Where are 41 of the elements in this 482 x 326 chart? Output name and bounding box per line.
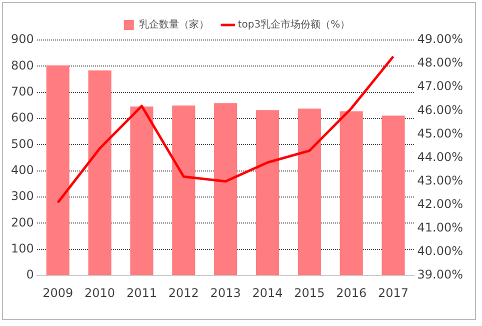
x-tick-label: 2013 <box>210 286 241 300</box>
y2-tick-label: 42.00% <box>417 197 464 212</box>
y-tick-label: 900 <box>11 32 34 46</box>
y-tick-label: 200 <box>11 215 34 230</box>
bar <box>88 70 112 276</box>
y2-tick-label: 45.00% <box>417 126 464 140</box>
bar <box>256 110 280 276</box>
y-tick-label: 700 <box>11 84 34 98</box>
bar <box>172 105 196 276</box>
x-tick-label: 2012 <box>168 286 199 300</box>
y-tick-label: 100 <box>11 242 34 256</box>
x-tick-label: 2010 <box>84 286 116 300</box>
y2-tick-label: 46.00% <box>417 102 464 117</box>
y2-tick-label: 44.00% <box>417 150 464 164</box>
legend-label: 乳企数量（家） <box>138 18 209 31</box>
bar <box>214 103 238 276</box>
y2-tick-label: 40.00% <box>417 244 464 258</box>
y-tick-label: 600 <box>11 110 34 125</box>
x-tick-label: 2016 <box>336 286 367 300</box>
y-tick-label: 800 <box>11 58 34 72</box>
x-tick-label: 2011 <box>126 286 157 300</box>
x-tick-label: 2014 <box>252 286 283 300</box>
legend-label: top3乳企市场份额（%） <box>238 18 350 31</box>
y-tick-label: 400 <box>11 163 34 178</box>
x-tick-label: 2009 <box>42 286 74 300</box>
bar <box>340 111 363 276</box>
y-tick-label: 0 <box>26 268 34 282</box>
y2-tick-label: 47.00% <box>417 79 464 94</box>
bar <box>130 106 154 276</box>
y-tick-label: 500 <box>11 136 34 151</box>
y2-tick-label: 39.00% <box>417 268 464 282</box>
y2-tick-label: 49.00% <box>417 32 464 46</box>
y2-tick-label: 43.00% <box>417 173 464 188</box>
bar <box>382 116 405 276</box>
y2-tick-label: 48.00% <box>417 56 464 70</box>
x-tick-label: 2017 <box>378 286 409 300</box>
x-tick-label: 2015 <box>294 286 325 300</box>
y2-tick-label: 41.00% <box>417 220 464 235</box>
bar <box>298 108 321 276</box>
y-tick-label: 300 <box>11 189 34 204</box>
bar <box>46 65 70 276</box>
